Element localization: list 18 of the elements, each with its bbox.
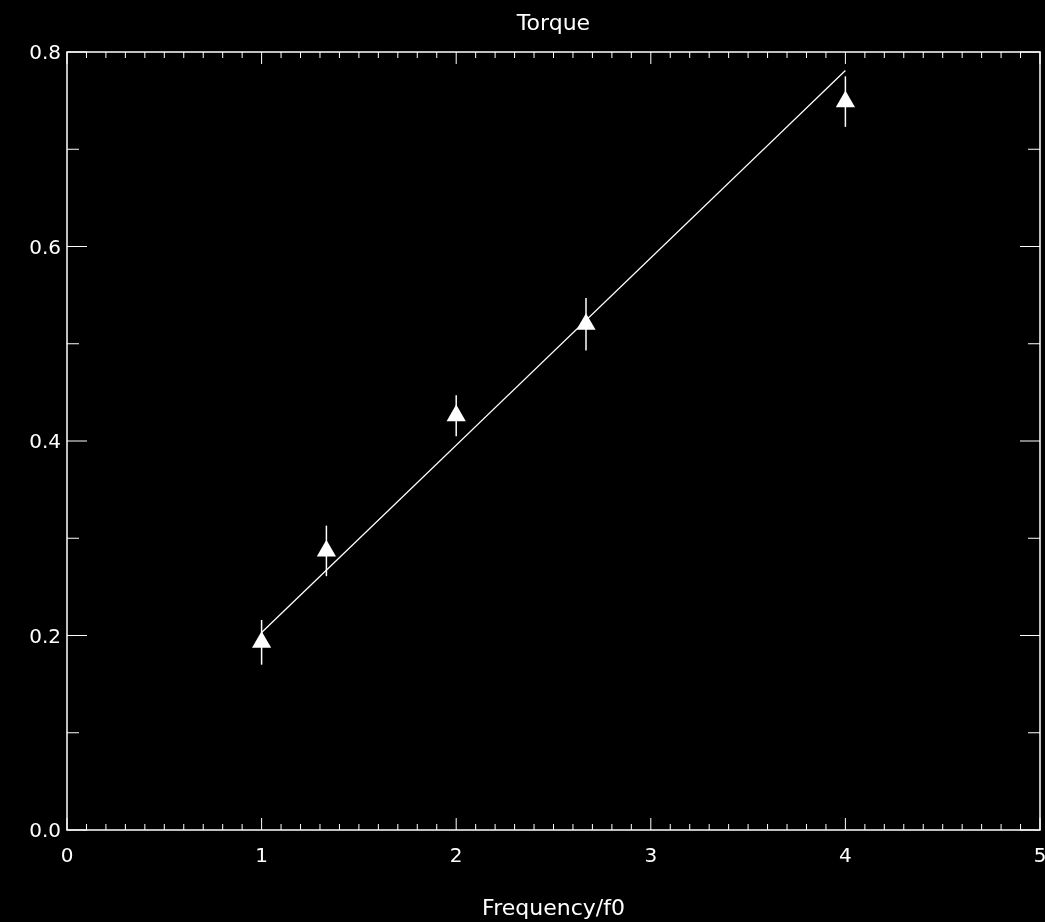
- point: [316, 539, 337, 557]
- y-tick-label: 0.0: [29, 818, 61, 842]
- x-tick-label: 0: [60, 843, 74, 867]
- chart-title: Torque: [515, 10, 591, 35]
- x-tick-label: 3: [644, 843, 658, 867]
- y-tick-label: 0.2: [29, 623, 61, 648]
- x-tick-label: 4: [839, 843, 852, 867]
- y-tick-label: 0.8: [29, 40, 61, 64]
- point: [576, 313, 596, 330]
- x-axis-title: Frequency/f0: [482, 895, 625, 920]
- y-tick-label: 0.4: [29, 429, 61, 453]
- point: [446, 404, 466, 422]
- point: [835, 90, 856, 108]
- x-tick-label: 2: [449, 843, 463, 867]
- y-tick-label: 0.6: [29, 234, 61, 259]
- point: [251, 631, 272, 648]
- x-tick-label: 1: [255, 843, 268, 867]
- x-tick-label: 5: [1033, 843, 1045, 867]
